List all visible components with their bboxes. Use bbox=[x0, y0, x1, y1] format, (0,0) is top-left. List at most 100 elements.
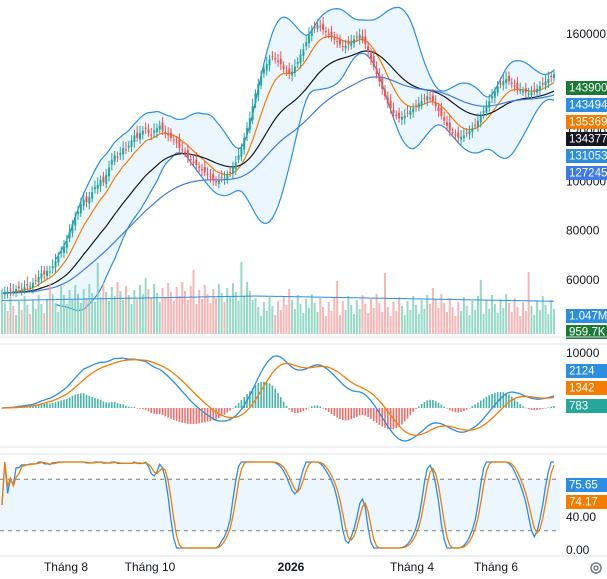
volume-bar bbox=[307, 308, 310, 334]
candle-body bbox=[403, 115, 406, 119]
volume-bar bbox=[184, 291, 187, 334]
candle-body bbox=[3, 291, 6, 295]
volume-bar bbox=[88, 284, 91, 334]
price-indicator-badge-text: 135369 bbox=[569, 117, 607, 129]
bollinger-upper-line bbox=[54, 6, 555, 261]
candle-body bbox=[364, 36, 367, 45]
candle-body bbox=[527, 93, 530, 95]
volume-bar bbox=[493, 304, 496, 334]
volume-bar bbox=[536, 301, 539, 334]
volume-bar bbox=[23, 296, 26, 334]
volume-bar bbox=[384, 273, 387, 334]
macd-histogram-bar bbox=[161, 408, 164, 416]
macd-histogram-bar bbox=[432, 400, 434, 408]
macd-histogram-bar bbox=[288, 408, 291, 410]
candle-body bbox=[20, 288, 23, 290]
candle-body bbox=[499, 83, 502, 85]
macd-histogram-bar bbox=[356, 408, 358, 417]
candle-body bbox=[451, 132, 454, 134]
macd-histogram-bar bbox=[491, 393, 493, 408]
macd-histogram-bar bbox=[395, 408, 398, 429]
volume-bar bbox=[116, 282, 119, 334]
macd-histogram-bar bbox=[437, 402, 440, 408]
macd-panel[interactable]: 10000 2124 1342 783 bbox=[1, 346, 607, 442]
volume-bar bbox=[488, 309, 491, 334]
volume-bar bbox=[277, 301, 279, 334]
candle-body bbox=[496, 86, 499, 93]
candle-body bbox=[79, 204, 82, 214]
macd-histogram-bar bbox=[158, 408, 161, 415]
volume-bar bbox=[141, 294, 144, 334]
macd-histogram-bar bbox=[547, 407, 550, 408]
candle-body bbox=[386, 97, 389, 104]
macd-histogram-bar bbox=[423, 402, 426, 408]
candle-body bbox=[243, 138, 246, 150]
bollinger-lower-line bbox=[55, 52, 555, 311]
volume-bar bbox=[257, 307, 260, 334]
volume-bar bbox=[91, 293, 94, 334]
volume-bar bbox=[251, 300, 254, 334]
candle-body bbox=[175, 141, 178, 143]
price-panel[interactable]: 1600001200001000008000060000143900143494… bbox=[1, 6, 607, 311]
stochastic-panel[interactable]: 40.00 0.00 75.65 74.17 bbox=[0, 461, 607, 557]
volume-bar bbox=[119, 291, 122, 334]
volume-bar bbox=[288, 289, 291, 334]
candle-body bbox=[246, 128, 249, 136]
macd-histogram-bar bbox=[463, 408, 465, 412]
candle-body bbox=[251, 106, 254, 120]
ema-fast-line bbox=[1, 35, 555, 294]
macd-histogram-bar bbox=[499, 391, 502, 408]
bollinger-fill bbox=[55, 7, 555, 311]
candle-body bbox=[347, 42, 350, 45]
volume-bar bbox=[445, 312, 448, 334]
volume-bar bbox=[451, 307, 454, 334]
macd-histogram-bar bbox=[426, 400, 429, 408]
volume-bar bbox=[547, 314, 550, 334]
macd-histogram-bar bbox=[516, 401, 519, 408]
macd-histogram-bar bbox=[105, 402, 108, 408]
price-indicator-badge: 127245 bbox=[566, 166, 607, 180]
macd-histogram-bar bbox=[319, 406, 322, 408]
volume-bar bbox=[409, 310, 412, 334]
candle-body bbox=[262, 69, 265, 74]
candle-body bbox=[510, 82, 513, 84]
macd-histogram-bar bbox=[544, 408, 547, 409]
candle-body bbox=[341, 45, 344, 47]
candle-body bbox=[322, 24, 325, 30]
volume-bar bbox=[344, 310, 347, 334]
macd-histogram-bar bbox=[505, 392, 507, 408]
volume-bar bbox=[175, 287, 178, 334]
macd-histogram-bar bbox=[347, 408, 350, 421]
volume-panel[interactable]: 1.047M 959.7K bbox=[1, 262, 607, 339]
candle-body bbox=[392, 109, 395, 114]
volume-bar bbox=[491, 295, 494, 334]
macd-histogram-bar bbox=[460, 408, 462, 413]
candle-body bbox=[538, 86, 541, 91]
x-axis: Tháng 8 Tháng 10 2026 Tháng 4 Tháng 6 bbox=[44, 560, 518, 574]
candle-body bbox=[513, 85, 516, 87]
volume-bar bbox=[130, 304, 133, 334]
candle-body bbox=[231, 167, 234, 174]
candle-body bbox=[40, 273, 43, 279]
volume-bar bbox=[164, 297, 167, 334]
macd-histogram-bar bbox=[457, 408, 460, 413]
candle-body bbox=[113, 155, 116, 162]
macd-histogram-bar bbox=[409, 408, 412, 416]
candle-body bbox=[150, 134, 153, 136]
macd-histogram-bar bbox=[263, 381, 265, 408]
settings-button[interactable] bbox=[587, 559, 605, 577]
volume-bar bbox=[93, 302, 96, 334]
macd-histogram-bar bbox=[358, 408, 361, 416]
volume-bar bbox=[550, 300, 553, 334]
macd-histogram-bar bbox=[113, 401, 116, 408]
candle-body bbox=[493, 91, 496, 98]
volume-bar bbox=[124, 286, 127, 334]
volume-bar bbox=[364, 304, 367, 334]
macd-histogram-bar bbox=[533, 408, 536, 411]
candle-body bbox=[412, 108, 415, 113]
candle-body bbox=[172, 139, 175, 141]
volume-bar bbox=[136, 299, 139, 334]
candle-body bbox=[217, 179, 220, 184]
volume-bar bbox=[448, 298, 451, 334]
volume-bar bbox=[462, 297, 465, 334]
